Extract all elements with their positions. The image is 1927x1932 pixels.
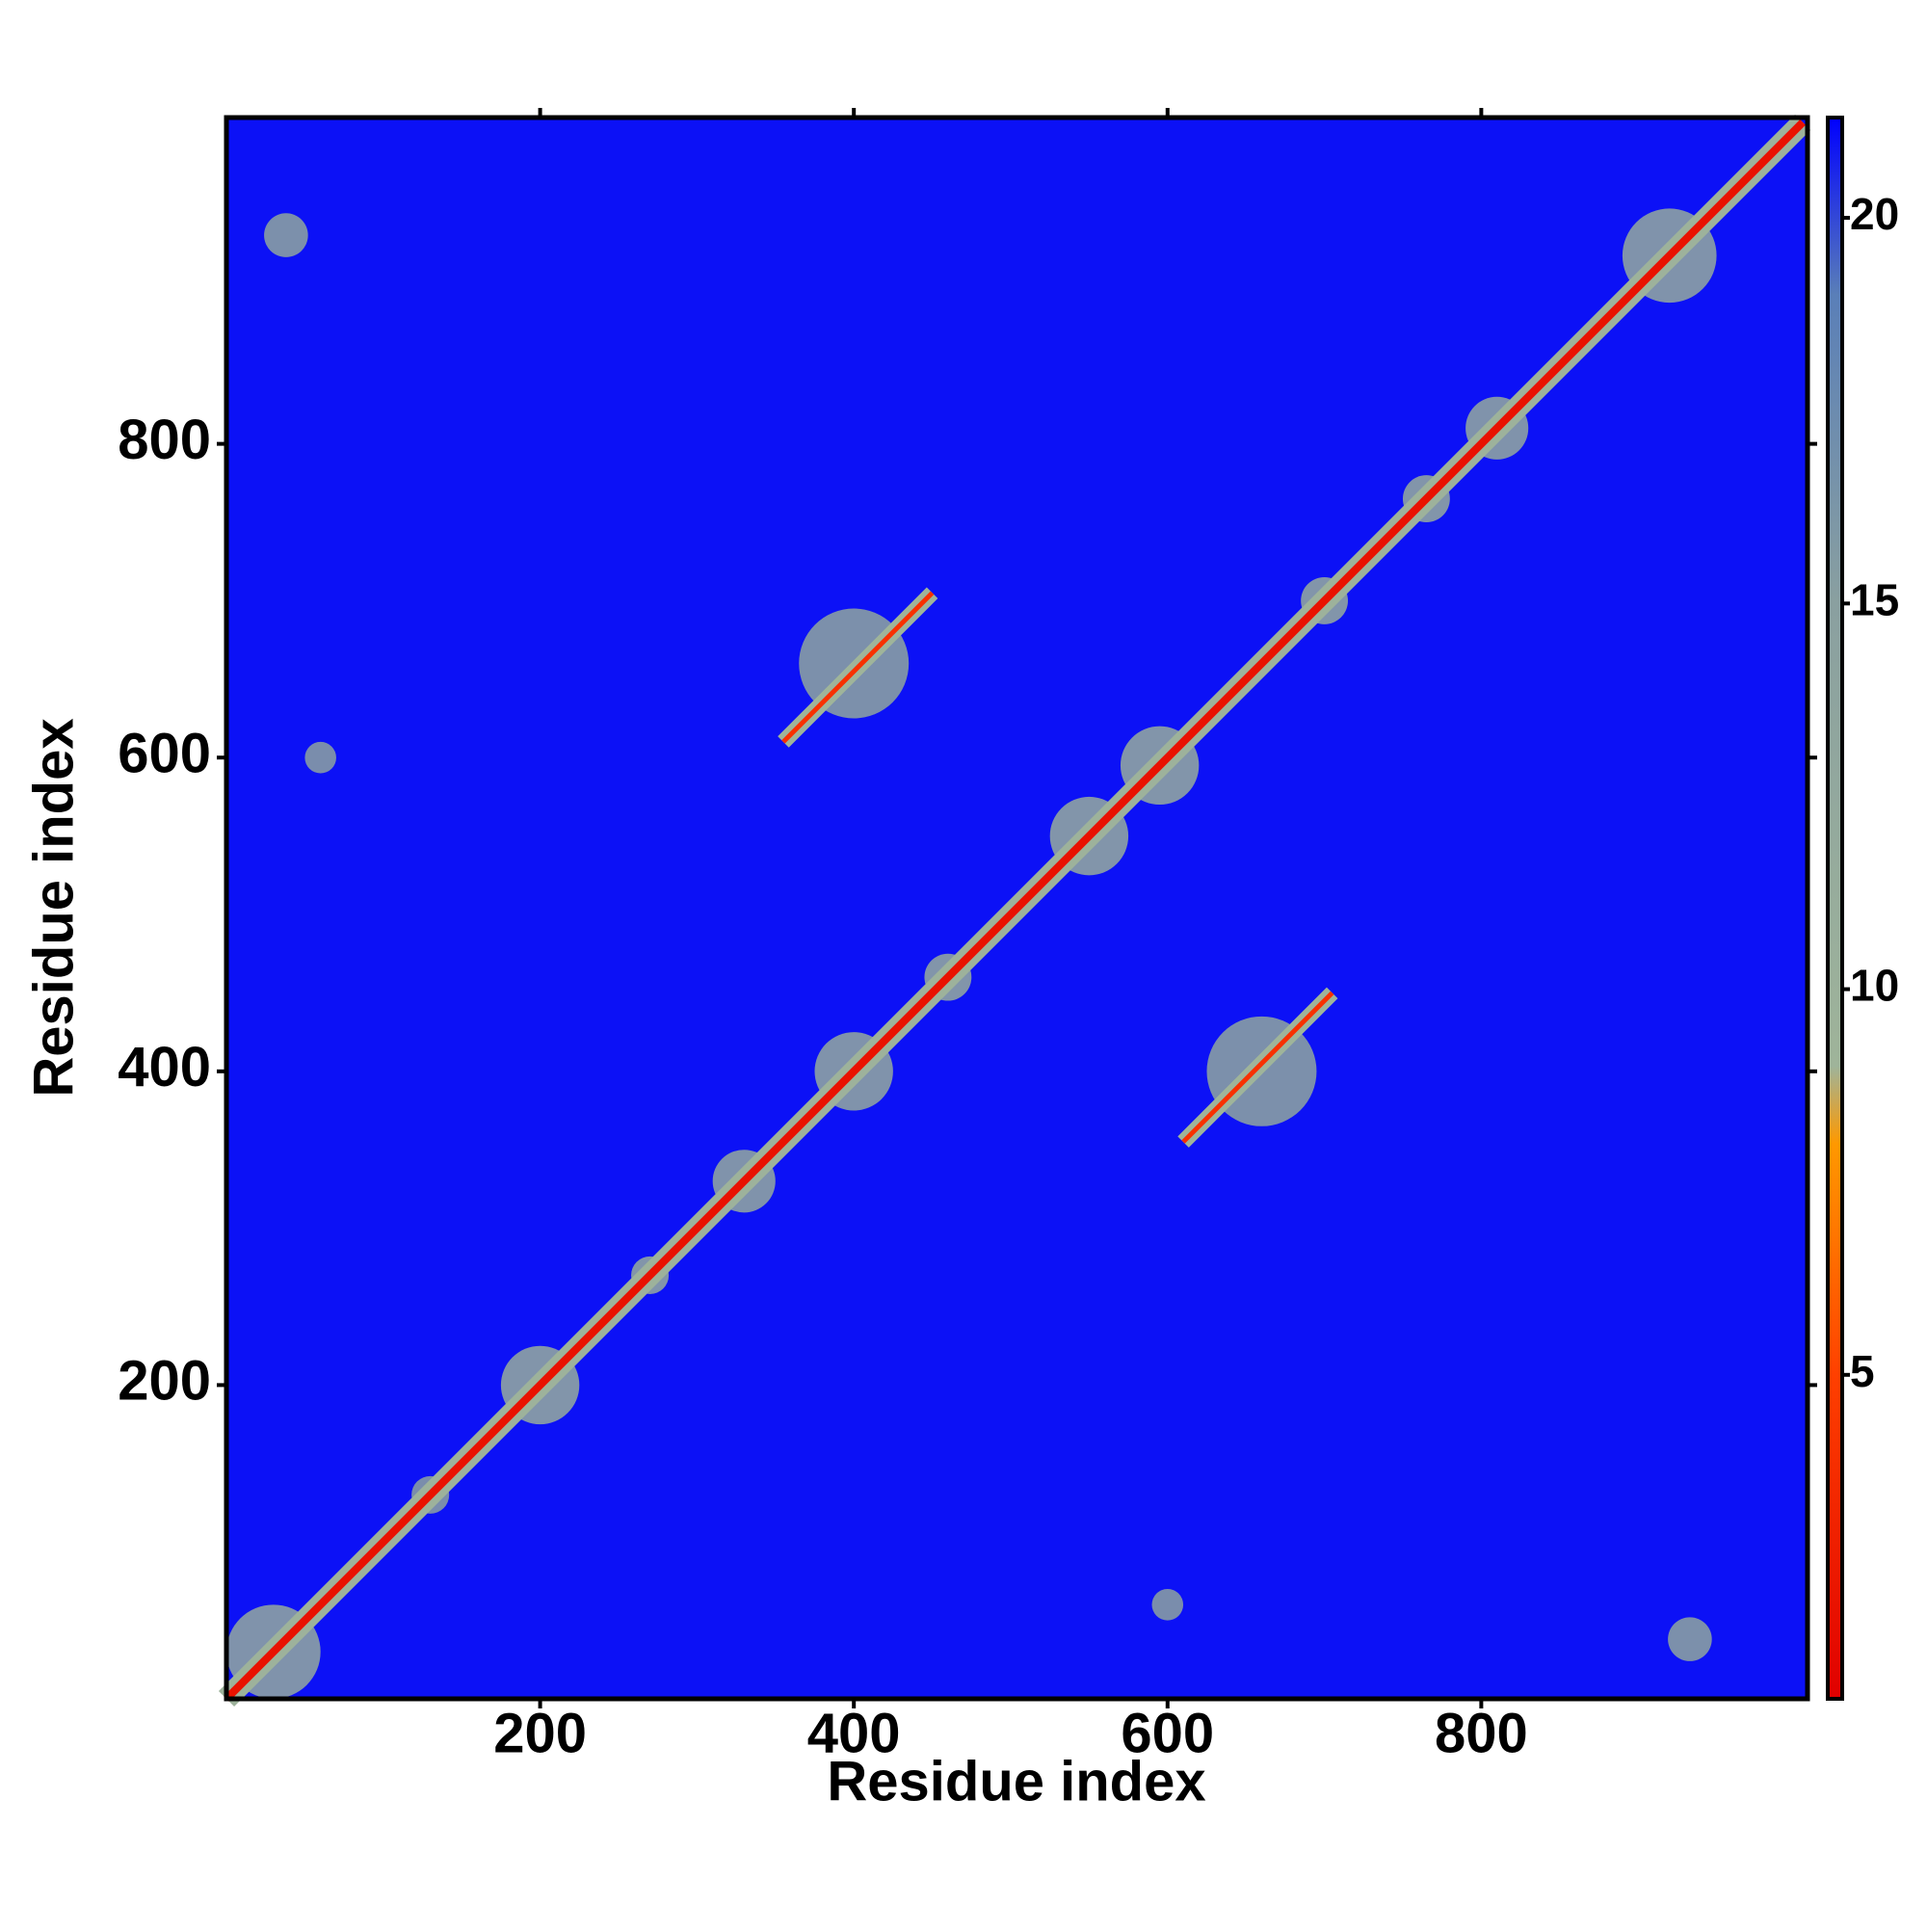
x-axis-label: Residue index — [827, 1750, 1205, 1813]
x-tick-label: 200 — [493, 1702, 587, 1764]
colorbar — [1826, 116, 1844, 1701]
plot-frame — [224, 115, 1810, 1702]
x-tick-label: 400 — [807, 1702, 901, 1764]
y-tick-label: 600 — [118, 723, 211, 785]
y-tick-label: 800 — [118, 409, 211, 471]
y-axis-label: Residue index — [22, 718, 85, 1097]
colorbar-tick-label: 10 — [1850, 961, 1899, 1011]
contact-blob — [1151, 1589, 1184, 1621]
contact-band — [224, 119, 1806, 1702]
x-tick-label: 600 — [1121, 1702, 1214, 1764]
contact-blob — [264, 213, 308, 257]
contact-band — [1181, 991, 1334, 1144]
colorbar-tick-label: 20 — [1850, 189, 1899, 239]
x-tick-label: 800 — [1435, 1702, 1528, 1764]
contact-band — [781, 591, 935, 744]
colorbar-tick-label: 15 — [1850, 574, 1899, 624]
colorbar-tick-label: 5 — [1850, 1346, 1875, 1396]
y-tick-label: 400 — [118, 1036, 211, 1098]
contact-blob — [304, 741, 336, 774]
contact-blob — [1668, 1617, 1712, 1661]
y-tick-label: 200 — [118, 1350, 211, 1413]
